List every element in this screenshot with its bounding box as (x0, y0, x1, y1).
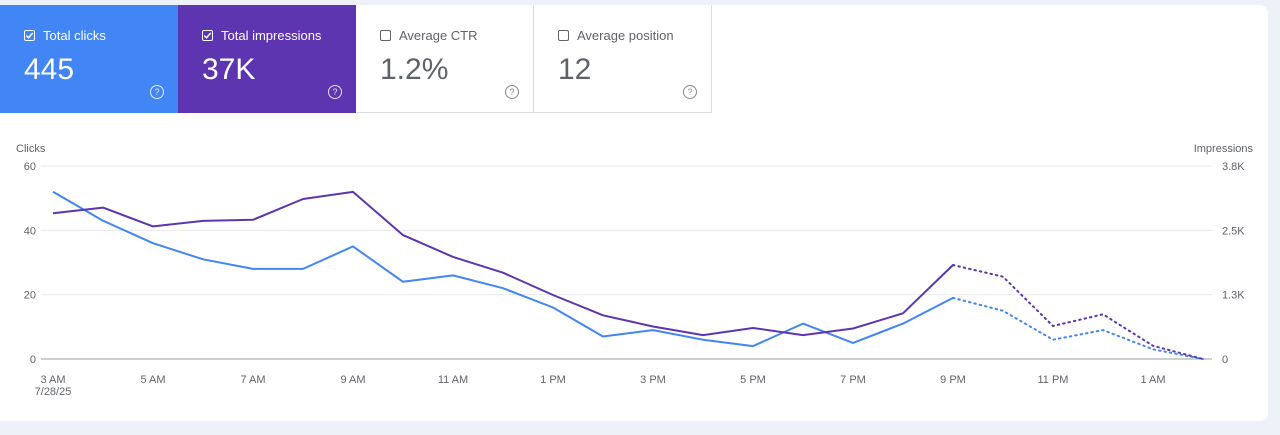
x-tick-label: 1 PM (540, 374, 566, 386)
x-tick-label: 3 AM (40, 374, 65, 386)
series-line-partial-impressions (952, 264, 1204, 360)
right-tick-label: 0 (1222, 354, 1228, 366)
checkbox-checked-icon[interactable] (24, 30, 35, 41)
right-axis-ticks: 0 1.3K 2.5K 3.8K (1222, 161, 1245, 366)
right-tick-label: 1.3K (1222, 290, 1245, 302)
help-icon[interactable]: ? (328, 85, 342, 99)
metric-card-total-clicks[interactable]: Total clicks 445 ? (0, 5, 178, 113)
metric-value: 37K (202, 53, 256, 86)
left-tick-label: 60 (24, 161, 36, 173)
x-tick-label: 9 PM (940, 374, 966, 386)
metric-label: Average position (577, 28, 674, 43)
help-icon[interactable]: ? (505, 85, 519, 99)
metric-card-average-position[interactable]: Average position 12 ? (534, 5, 712, 113)
metric-card-average-ctr[interactable]: Average CTR 1.2% ? (356, 5, 534, 113)
metric-value: 445 (24, 53, 75, 86)
x-tick-label: 11 PM (1038, 374, 1069, 386)
checkbox-unchecked-icon[interactable] (558, 30, 569, 41)
left-tick-label: 20 (24, 290, 36, 302)
left-tick-label: 0 (30, 354, 36, 366)
checkbox-checked-icon[interactable] (202, 30, 213, 41)
x-tick-label: 5 PM (740, 374, 766, 386)
metric-cards: Total clicks 445 ? Total impressions 37K… (0, 5, 712, 113)
right-tick-label: 3.8K (1222, 161, 1245, 173)
series-line-partial-clicks (952, 296, 1204, 360)
help-icon[interactable]: ? (150, 85, 164, 99)
metric-label: Total impressions (221, 28, 322, 43)
left-axis-title: Clicks (16, 143, 46, 155)
x-tick-label: 11 AM (438, 374, 468, 386)
metric-card-total-impressions[interactable]: Total impressions 37K ? (178, 5, 356, 113)
performance-line-chart[interactable]: Clicks Impressions 0 20 40 60 0 1.3K 2.5K 3.8K… (0, 113, 1268, 413)
metric-label: Total clicks (43, 28, 106, 43)
x-tick-label: 3 PM (640, 374, 666, 386)
x-axis-ticks: 3 AM 5 AM 7 AM 9 AM 11 AM 1 PM 3 PM 5 PM 7 PM 9 P… (40, 374, 1165, 386)
checkbox-unchecked-icon[interactable] (380, 30, 391, 41)
x-tick-label: 9 AM (340, 374, 365, 386)
x-axis-date-label: 7/28/25 (35, 386, 72, 398)
left-axis-ticks: 0 20 40 60 (24, 161, 36, 366)
x-tick-label: 5 AM (140, 374, 165, 386)
x-tick-label: 7 PM (840, 374, 866, 386)
metric-label: Average CTR (399, 28, 478, 43)
metric-value: 1.2% (380, 53, 449, 86)
x-tick-label: 7 AM (240, 374, 265, 386)
series-line-impressions (52, 190, 954, 337)
performance-panel: Total clicks 445 ? Total impressions 37K… (0, 5, 1268, 421)
help-icon[interactable]: ? (683, 85, 697, 99)
series-line-clicks (52, 190, 954, 348)
gridlines (41, 165, 1212, 360)
right-axis-title: Impressions (1194, 143, 1254, 155)
right-tick-label: 2.5K (1222, 225, 1245, 237)
left-tick-label: 40 (24, 225, 36, 237)
x-tick-label: 1 AM (1140, 374, 1165, 386)
series-lines (52, 190, 1204, 360)
metric-value: 12 (558, 53, 592, 86)
